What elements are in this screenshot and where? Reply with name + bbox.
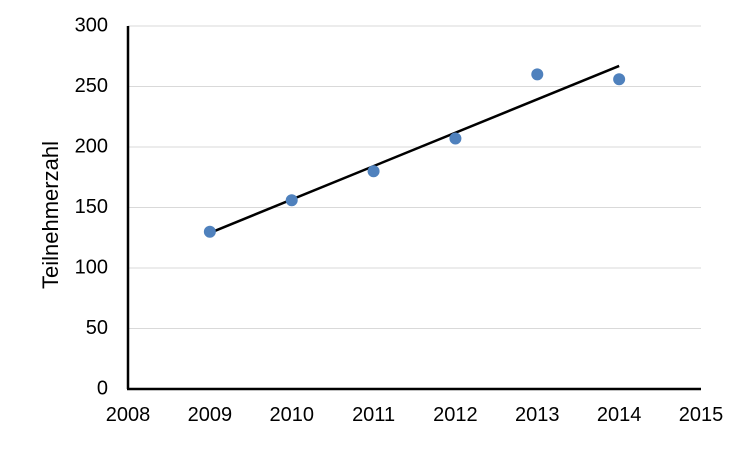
y-tick-label: 300 <box>75 14 108 36</box>
x-tick-label: 2009 <box>188 404 233 426</box>
axes <box>126 26 701 391</box>
data-point <box>531 68 544 81</box>
y-tick-label: 0 <box>97 377 108 399</box>
x-tick-label: 2014 <box>597 404 642 426</box>
gridlines <box>128 25 701 329</box>
x-tick-label: 2011 <box>352 404 395 426</box>
tick-labels: 0 50 100 150 200 250 300 2008 2009 2010 2011 2012 20… <box>75 14 724 426</box>
trendline <box>209 64 620 235</box>
trendline-layer <box>209 64 620 235</box>
y-tick-label: 200 <box>75 135 108 157</box>
y-tick-label: 50 <box>86 317 108 339</box>
y-tick-label: 150 <box>75 196 108 218</box>
x-tick-label: 2008 <box>106 404 151 426</box>
y-tick-label: 250 <box>75 75 108 97</box>
data-point <box>203 225 216 238</box>
x-tick-label: 2010 <box>269 404 314 426</box>
data-point <box>449 132 462 145</box>
y-tick-label: 100 <box>75 256 108 278</box>
y-axis-label: Teilnehmerzahl <box>38 141 63 289</box>
data-point <box>285 194 298 207</box>
data-point <box>613 73 626 86</box>
x-tick-label: 2012 <box>433 404 478 426</box>
data-points <box>203 68 626 238</box>
data-point <box>367 165 380 178</box>
x-tick-label: 2013 <box>515 404 560 426</box>
x-tick-label: 2015 <box>679 404 724 426</box>
